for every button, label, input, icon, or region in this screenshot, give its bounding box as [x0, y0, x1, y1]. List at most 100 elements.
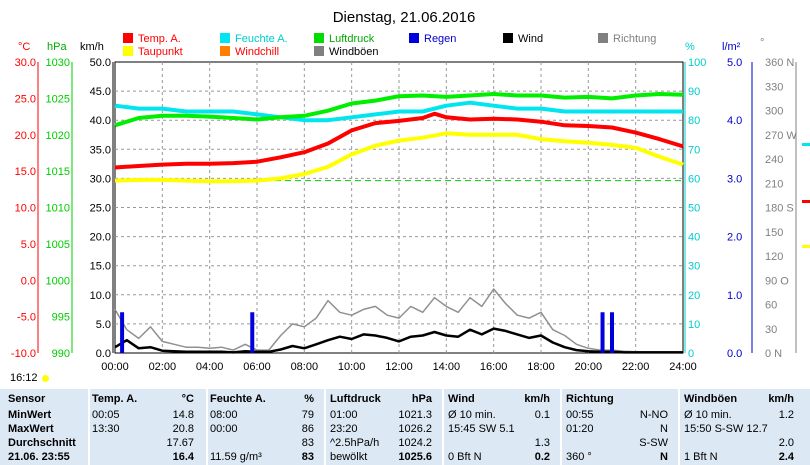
tick-label-dir: 0 N: [765, 348, 782, 360]
legend-label-humidity: Feuchte A.: [235, 33, 288, 45]
edge-marker-cyan: [802, 143, 810, 146]
table-separator: [560, 389, 562, 465]
tick-label-dir: 210: [765, 178, 783, 190]
tick-label-pct: 20: [688, 290, 700, 302]
tick-label-x: 10:00: [338, 361, 366, 372]
tick-label-kmh: 10.0: [90, 290, 111, 302]
table-cell-left: 15:45 SW 5.1: [448, 423, 515, 435]
table-header-unit: °C: [181, 393, 194, 405]
table-cell-left: 11.59 g/m³: [210, 451, 262, 463]
table-header: Feuchte A.: [210, 393, 266, 405]
table-header: Wind: [448, 393, 475, 405]
legend-label-temp: Temp. A.: [138, 33, 181, 45]
tick-label-x: 20:00: [575, 361, 603, 372]
legend-swatch-temp: [123, 33, 133, 43]
tick-label-temp: -10.0: [11, 348, 36, 360]
table-cell-value: 83: [301, 437, 314, 449]
table-header: Richtung: [566, 393, 614, 405]
tick-label-kmh: 20.0: [90, 232, 111, 244]
table-cell-value: N: [660, 451, 668, 463]
tick-label-dir: 270 W: [765, 130, 797, 142]
series-line-temp-a-: [114, 111, 684, 170]
tick-label-kmh: 45.0: [90, 86, 111, 98]
series-line-luftdruck: [114, 92, 684, 128]
sun-marker: [42, 375, 49, 382]
axis-ticks: 30.025.020.015.010.05.00.0-5.0-10.010301…: [11, 57, 797, 372]
tick-label-pct: 60: [688, 173, 700, 185]
legend-label-rain: Regen: [424, 33, 456, 45]
tick-label-hpa: 1005: [46, 239, 70, 251]
tick-label-x: 12:00: [385, 361, 413, 372]
legend-label-gusts: Windböen: [329, 46, 379, 58]
legend-swatch-gusts: [314, 46, 324, 56]
rain-bar: [250, 312, 255, 353]
axis-unit-pct: %: [685, 41, 695, 53]
tick-label-hpa: 1020: [46, 130, 70, 142]
tick-label-dir: 60: [765, 300, 777, 312]
tick-label-kmh: 25.0: [90, 203, 111, 215]
tick-label-dir: 90 O: [765, 275, 789, 287]
tick-label-hpa: 1010: [46, 203, 70, 215]
table-cell-value: 1026.2: [398, 423, 432, 435]
tick-label-x: 18:00: [527, 361, 555, 372]
tick-label-temp: 5.0: [21, 239, 36, 251]
legend: Temp. A. Feuchte A. Luftdruck Regen Wind…: [123, 33, 656, 58]
tick-label-x: 14:00: [433, 361, 461, 372]
table-cell-left: 00:00: [210, 423, 238, 435]
tick-label-hpa: 1030: [46, 57, 70, 69]
axis-unit-kmh: km/h: [80, 41, 104, 53]
table-cell-left: 08:00: [210, 409, 238, 421]
table-cell-value: N-NO: [639, 409, 668, 421]
legend-label-wind: Wind: [518, 33, 543, 45]
tick-label-pct: 40: [688, 232, 700, 244]
tick-label-kmh: 35.0: [90, 144, 111, 156]
axis-unit-rain: l/m²: [722, 41, 741, 53]
tick-label-hpa: 995: [52, 312, 70, 324]
table-cell-value: 14.8: [172, 409, 194, 421]
tick-label-rain: 5.0: [727, 57, 742, 69]
weather-chart: Dienstag, 21.06.2016 Temp. A. Feuchte A.…: [11, 9, 810, 372]
table-separator: [678, 389, 680, 465]
legend-swatch-windchill: [220, 46, 230, 56]
axis-unit-temp: °C: [18, 41, 30, 53]
series-line-feuchte-a-: [114, 100, 683, 123]
table-cell-left: 360 °: [566, 451, 592, 463]
tick-label-x: 02:00: [149, 361, 177, 372]
rain-bar: [600, 312, 605, 353]
table-row-label: Durchschnitt: [8, 437, 76, 449]
table-cell-value: 79: [301, 409, 314, 421]
table-cell-left: 13:30: [92, 423, 120, 435]
tick-label-rain: 1.0: [727, 290, 742, 302]
table-cell-left: 01:00: [330, 409, 358, 421]
tick-label-hpa: 1015: [46, 166, 70, 178]
table-cell-value: 20.8: [172, 423, 194, 435]
table-header-unit: km/h: [524, 393, 550, 405]
tick-label-rain: 2.0: [727, 232, 742, 244]
table-cell-value: 17.67: [166, 437, 194, 449]
tick-label-temp: 30.0: [15, 57, 36, 69]
table-header-unit: hPa: [411, 393, 432, 405]
table-cell-left: Ø 10 min.: [684, 409, 732, 421]
tick-label-kmh: 30.0: [90, 173, 111, 185]
tick-label-temp: 20.0: [15, 130, 36, 142]
tick-label-dir: 300: [765, 106, 783, 118]
table-cell-value: 1.2: [778, 409, 794, 421]
tick-label-x: 04:00: [196, 361, 224, 372]
tick-label-dir: 330: [765, 81, 783, 93]
tick-label-hpa: 990: [52, 348, 70, 360]
tick-label-rain: 3.0: [727, 173, 742, 185]
tick-label-temp: 25.0: [15, 93, 36, 105]
tick-label-pct: 70: [688, 144, 700, 156]
tick-label-kmh: 5.0: [96, 319, 111, 331]
tick-label-pct: 10: [688, 319, 700, 331]
tick-label-kmh: 50.0: [90, 57, 111, 69]
table-cell-value: 16.4: [172, 451, 194, 463]
legend-label-windchill: Windchill: [235, 46, 279, 58]
series-line-windb-en: [114, 288, 683, 353]
tick-label-dir: 150: [765, 227, 783, 239]
rain-bar: [120, 312, 125, 353]
tick-label-pct: 100: [688, 57, 706, 69]
legend-swatch-wind: [503, 33, 513, 43]
axis-unit-dir: °: [760, 37, 764, 49]
stats-table: Sensor Temp. A. °C Feuchte A.% Luftdruck hPa W…: [0, 389, 810, 465]
